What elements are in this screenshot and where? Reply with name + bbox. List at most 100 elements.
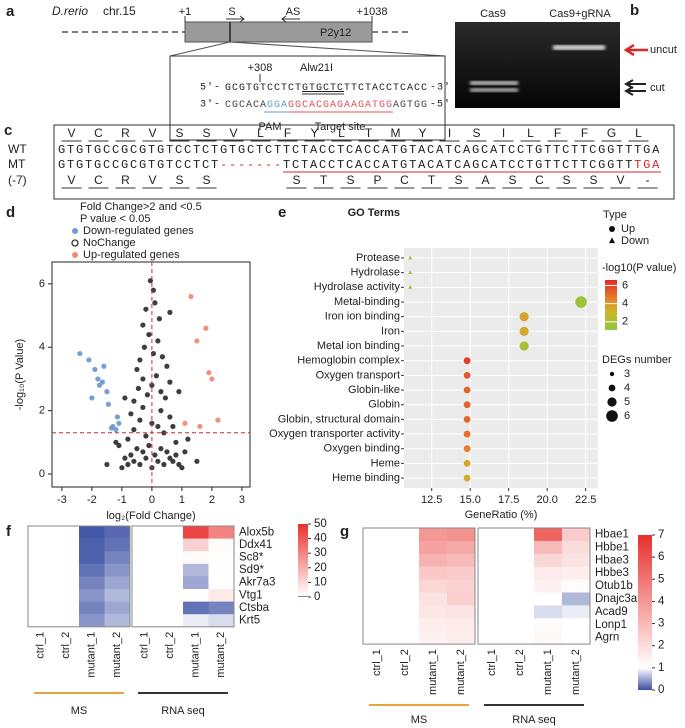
column-label: ctrl_1 <box>486 649 498 676</box>
heatmap-cell <box>391 605 420 619</box>
category-label: Globin, structural domain <box>278 413 400 425</box>
heatmap-cell <box>447 618 476 632</box>
row-label: Krt5 <box>239 615 260 627</box>
strand-end: -5' <box>430 99 451 111</box>
point <box>185 436 191 442</box>
amino-acid: F <box>581 126 588 140</box>
point <box>105 401 111 407</box>
x-tick-label: 1 <box>179 494 185 506</box>
point <box>155 423 161 430</box>
point <box>152 452 158 458</box>
x-tick-label: 20.0 <box>536 494 557 506</box>
point <box>140 449 146 455</box>
point <box>197 423 203 430</box>
column-label: ctrl_1 <box>35 632 47 659</box>
category-label: Heme binding <box>332 472 400 484</box>
point <box>182 420 188 426</box>
column-label: mutant_2 <box>455 649 467 695</box>
heatmap-cell <box>79 601 105 615</box>
sequence: AGTGG <box>393 100 428 111</box>
point <box>131 398 137 404</box>
group-label: MS <box>71 705 88 717</box>
strand-end: 3'- <box>200 99 221 111</box>
heatmap-cell <box>562 592 591 606</box>
lane-label: Cas9+gRNA <box>549 8 611 20</box>
dot <box>408 270 413 275</box>
row-label: Ctsba <box>239 602 270 614</box>
colorbar-label: 2 <box>658 640 664 652</box>
amino-acid: - <box>646 173 650 187</box>
heatmap-cell <box>478 631 507 645</box>
gene-name: P2y12 <box>320 27 351 39</box>
plot-frame <box>51 261 251 488</box>
amino-acid: V <box>616 173 624 187</box>
heatmap-cell <box>562 553 591 567</box>
heatmap-cell <box>53 526 80 539</box>
colorbar-label: 40 <box>314 533 327 545</box>
point <box>104 389 110 395</box>
heatmap-cell <box>208 551 235 565</box>
size-legend-marker <box>607 397 617 407</box>
heatmap-cell <box>562 528 591 542</box>
enzyme: Alw21I <box>300 62 333 74</box>
colorbar <box>638 535 652 690</box>
point <box>182 449 188 455</box>
heatmap-cell <box>363 566 392 580</box>
dot <box>463 430 471 438</box>
amino-acid: S <box>202 173 210 187</box>
column-label: mutant_1 <box>86 632 98 678</box>
legend-label: 5 <box>624 396 630 408</box>
amino-acid: Y <box>310 126 318 140</box>
site-position: +308 <box>248 62 273 74</box>
column-label: mutant_1 <box>190 632 202 678</box>
x-axis-label: log₂(Fold Change) <box>106 510 195 522</box>
amino-acid: A <box>481 173 489 187</box>
heatmap-cell <box>534 605 563 619</box>
point <box>137 461 143 468</box>
heatmap-cell <box>132 563 158 577</box>
dot <box>463 357 471 365</box>
panel-b: b Cas9 Cas9+gRNA uncut cut <box>455 2 677 108</box>
dot <box>575 296 587 308</box>
heatmap-cell <box>28 563 54 577</box>
legend-label: 3 <box>624 368 630 380</box>
heatmap-cell <box>132 601 158 615</box>
amino-acid: S <box>175 126 183 140</box>
amino-acid: P <box>373 173 381 187</box>
category-label: Metal-binding <box>334 296 400 308</box>
heatmap-cell <box>363 579 392 593</box>
row-label: MT <box>8 157 26 171</box>
point <box>137 417 143 423</box>
amino-acid: S <box>508 173 516 187</box>
size-legend-marker <box>606 410 618 422</box>
heatmap-cell <box>183 589 209 602</box>
colorbar-label: 3 <box>658 618 664 630</box>
colorbar-label: 2 <box>622 316 628 328</box>
dot <box>463 445 471 453</box>
point <box>153 373 159 379</box>
point <box>128 411 134 417</box>
block-border <box>27 525 131 628</box>
point <box>108 425 114 431</box>
point <box>173 439 179 445</box>
panel-a: a D.rerio chr.15 P2y12 +1 +1038 S AS +30… <box>6 3 451 141</box>
legend-title: P value < 0.05 <box>80 213 150 225</box>
point <box>77 350 83 357</box>
point <box>155 458 161 464</box>
colorbar-label: 7 <box>658 529 664 541</box>
heatmap-cell <box>478 528 507 542</box>
point <box>99 379 105 385</box>
column-label: mutant_1 <box>427 649 439 695</box>
mt-sequence: GTGTGCCGCGTGTCCTCT-------TCTACCTCACCATGT… <box>58 158 661 172</box>
point <box>209 376 215 382</box>
row-label: Otub1b <box>595 580 633 592</box>
row-label: Sd9* <box>239 564 264 576</box>
point <box>116 420 122 426</box>
heatmap-cell <box>208 526 235 539</box>
category-label: Heme <box>371 457 400 469</box>
stop-codon: TGA <box>634 158 661 172</box>
amino-acid: L <box>338 126 345 140</box>
heatmap-cell <box>419 566 448 580</box>
legend-label: 6 <box>624 410 630 422</box>
row-label: Hbbe1 <box>595 541 629 553</box>
